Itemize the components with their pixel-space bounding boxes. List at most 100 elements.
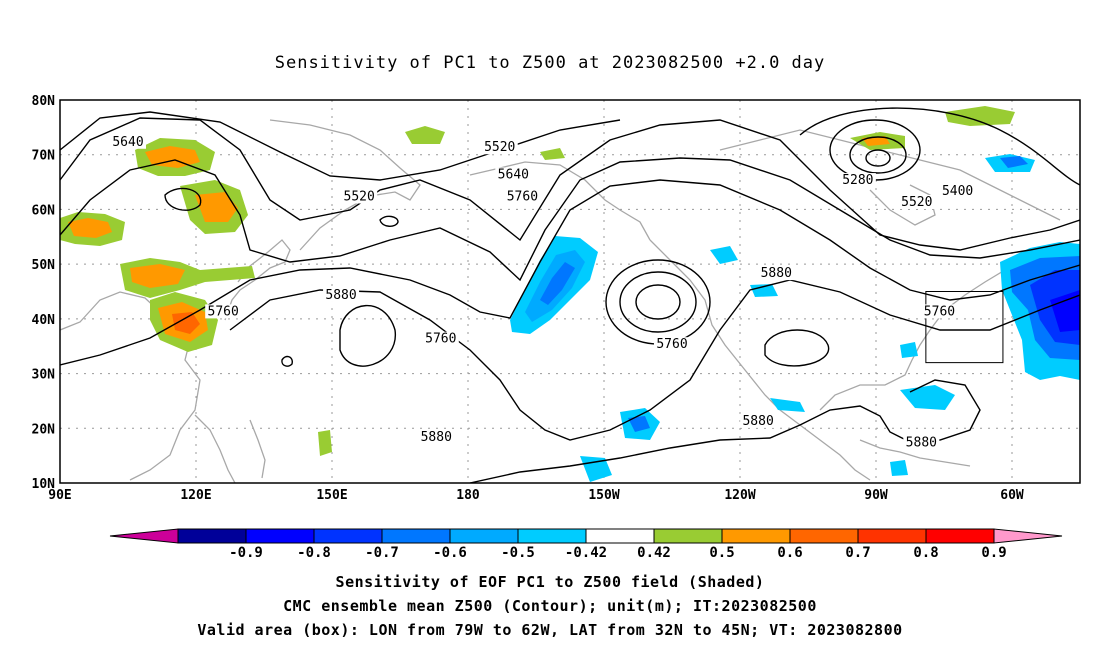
colorbar-tick-label: -0.9 xyxy=(229,545,263,561)
contour-label-bg xyxy=(418,430,455,445)
colorbar-swatch xyxy=(381,528,451,544)
contour-label: 5520 xyxy=(484,140,515,155)
colorbar-tick-label: 0.42 xyxy=(637,545,671,561)
contour-low-arctic-2 xyxy=(849,136,907,174)
contour-label: 5520 xyxy=(344,189,375,204)
canada-arctic-coastline xyxy=(719,129,1061,221)
contour-label-bg xyxy=(740,413,777,428)
colorbar-swatch xyxy=(789,528,859,544)
positive-region-china-east-peak xyxy=(172,312,200,334)
map-panel: 5640 5520 5520 5640 5760 5280 5400 5520 5880 5760… xyxy=(59,99,1081,484)
caption-line-1: Sensitivity of EOF PC1 to Z500 field (Sh… xyxy=(335,573,765,591)
contour-label-bg xyxy=(205,304,242,319)
negative-region-florida xyxy=(900,342,918,358)
contour-label-bg xyxy=(898,194,935,209)
contour-label: 5520 xyxy=(901,195,932,210)
valid-area-box xyxy=(925,291,1004,364)
colorbar-tick-label: 0.9 xyxy=(981,545,1006,561)
colorbar-swatch xyxy=(585,528,655,544)
contour-small-low-siberia xyxy=(164,187,202,211)
colorbar-tick-label: -0.8 xyxy=(297,545,331,561)
contour-label: 5880 xyxy=(325,288,356,303)
negative-region-labrador-core xyxy=(1000,156,1028,168)
colorbar: -0.9 -0.8 -0.7 -0.6 -0.5 -0.42 0.42 0.5 0.6 0.7 0.… xyxy=(109,528,1063,561)
positive-region-pacific-west xyxy=(318,430,332,456)
contour-small-high-japan xyxy=(281,355,293,367)
contour-label-bg xyxy=(758,266,795,281)
positive-region-greenland xyxy=(945,106,1015,126)
contour-high-pacific-2 xyxy=(619,271,697,333)
colorbar-tick-label: 0.8 xyxy=(913,545,938,561)
contour-label: 5880 xyxy=(421,430,452,445)
longitude-tick-label: 120W xyxy=(724,488,755,503)
positive-region-siberia-north-core xyxy=(145,146,200,168)
caribbean-coastline xyxy=(859,439,971,467)
contour-label-bg xyxy=(839,173,876,188)
contour-label-bg xyxy=(903,435,940,450)
contour-high-pacific-3 xyxy=(635,284,681,320)
latitude-labels: 80N 70N 60N 50N 40N 30N 20N 10N xyxy=(32,94,56,492)
longitude-tick-label: 90E xyxy=(48,488,71,503)
contour-label: 5880 xyxy=(906,436,937,451)
contour-label-bg xyxy=(110,134,146,149)
colorbar-swatch xyxy=(517,528,587,544)
positive-region-arctic-1 xyxy=(405,126,445,144)
colorbar-swatch xyxy=(857,528,927,544)
caption-line-2: CMC ensemble mean Z500 (Contour); unit(m… xyxy=(283,597,817,615)
contour-label-bg xyxy=(422,331,459,346)
contour-high-west-pacific xyxy=(339,304,396,367)
colorbar-swatch xyxy=(449,528,519,544)
kamchatka-coastline xyxy=(269,119,421,251)
contour-label: 5880 xyxy=(761,266,792,281)
negative-region-hawaii-core xyxy=(628,416,650,432)
contour-label: 5640 xyxy=(498,168,529,183)
contour-label-bg xyxy=(495,167,532,182)
colorbar-tick-label: -0.7 xyxy=(365,545,399,561)
colorbar-swatch xyxy=(925,528,995,544)
colorbar-low-triangle xyxy=(109,528,179,544)
colorbar-swatch xyxy=(313,528,383,544)
colorbar-swatch xyxy=(177,528,247,544)
contour-5640-west xyxy=(60,157,1080,282)
north-america-west-coastline xyxy=(649,239,871,481)
contour-label-bg xyxy=(654,337,690,352)
negative-region-caribbean xyxy=(890,460,908,476)
latitude-tick-label: 10N xyxy=(32,477,56,492)
map-title: Sensitivity of PC1 to Z500 at 2023082500… xyxy=(275,53,826,73)
contour-5880 xyxy=(229,279,1080,441)
colorbar-tick-label: 0.5 xyxy=(709,545,734,561)
contour-label-bg xyxy=(921,304,958,319)
z500-contours xyxy=(60,107,1080,483)
philippines-coastline xyxy=(249,419,266,479)
latitude-tick-label: 20N xyxy=(32,422,56,437)
korea-japan-coastline xyxy=(224,239,291,321)
positive-region-china-north-core xyxy=(130,264,185,288)
negative-region-mexico xyxy=(750,284,778,297)
colorbar-tick-label: -0.42 xyxy=(565,545,607,561)
positive-region-siberia-central-core xyxy=(195,192,238,222)
indochina-coastline xyxy=(194,414,236,483)
positive-region-arctic-2 xyxy=(540,148,565,160)
longitude-tick-label: 120E xyxy=(180,488,211,503)
latitude-tick-label: 30N xyxy=(32,368,56,383)
colorbar-high-triangle xyxy=(993,528,1063,544)
contour-label: 5280 xyxy=(842,173,873,188)
contour-5880-south xyxy=(469,379,981,483)
longitude-tick-label: 150E xyxy=(316,488,347,503)
contour-label-bg xyxy=(939,184,976,199)
longitude-labels: 90E 120E 150E 180 150W 120W 90W 60W xyxy=(48,488,1024,503)
longitude-tick-label: 150W xyxy=(588,488,619,503)
contour-label-bg xyxy=(323,287,360,302)
latitude-tick-label: 80N xyxy=(32,94,56,109)
colorbar-swatch xyxy=(653,528,723,544)
contour-label: 5640 xyxy=(112,135,143,150)
contour-high-pacific-1 xyxy=(605,259,711,345)
contour-label: 5760 xyxy=(208,304,239,319)
latitude-tick-label: 40N xyxy=(32,313,56,328)
colorbar-tick-label: -0.5 xyxy=(501,545,535,561)
colorbar-swatch xyxy=(721,528,791,544)
positive-region-siberia-west-core xyxy=(68,218,112,238)
negative-region-gulf xyxy=(770,398,805,412)
latitude-tick-label: 70N xyxy=(32,149,56,164)
